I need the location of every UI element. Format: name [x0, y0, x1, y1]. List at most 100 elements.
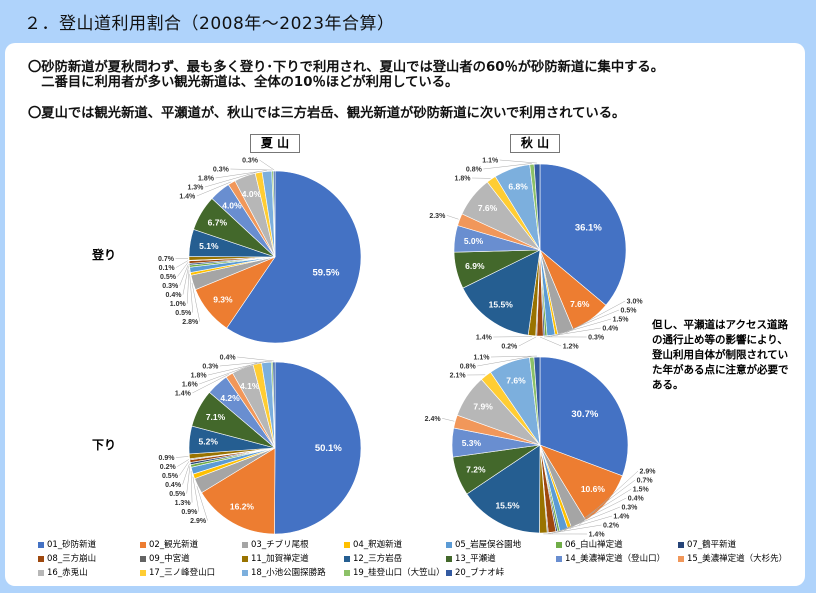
pie-4: 30.7% 10.6% 15.5% 7.2% 5.3% 7.9% 7.6% 1.1% 0.8% 2… — [425, 355, 657, 539]
data-label: 1.5% — [633, 487, 650, 494]
leader-line — [556, 506, 621, 533]
legend-label: 01_砂防新道 — [47, 540, 97, 550]
legend-item: 04_釈迦新道 — [344, 540, 402, 550]
legend-swatch — [38, 570, 44, 576]
summer-header: 夏 山 — [250, 134, 300, 153]
data-label: 1.4% — [589, 532, 606, 539]
data-label: 1.8% — [455, 176, 472, 183]
data-label: 50.1% — [315, 443, 342, 454]
leader-line — [208, 361, 267, 376]
legend-label: 07_鶴平新道 — [687, 540, 737, 550]
data-label: 9.3% — [213, 294, 233, 304]
legend-item: 14_美濃禅定道（登山口） — [556, 554, 665, 564]
data-label: 1.1% — [474, 355, 491, 362]
data-label: 6.7% — [208, 218, 228, 228]
legend-item: 15_美濃禅定道（大杉先） — [678, 554, 787, 564]
data-label: 0.3% — [588, 335, 605, 342]
note-1: 〇砂防新道が夏秋問わず、最も多く登り･下りで利用され、夏山では登山者の60％が砂… — [28, 60, 665, 75]
leader-line — [196, 486, 208, 521]
pie-slice — [201, 447, 276, 535]
data-label: 0.3% — [621, 505, 638, 512]
legend-swatch — [344, 570, 350, 576]
leader-line — [175, 260, 189, 268]
data-label: 0.8% — [466, 167, 483, 174]
legend-label: 09_中宮道 — [149, 554, 190, 564]
pie-slice — [462, 249, 541, 336]
data-label: 2.9% — [190, 518, 207, 525]
leader-line — [182, 463, 190, 485]
legend-label: 11_加賀禅定道 — [251, 554, 309, 564]
legend-swatch — [344, 556, 350, 562]
leader-line — [230, 168, 273, 171]
pie-slice — [466, 444, 541, 534]
pie-slice — [272, 361, 276, 449]
data-label: 0.3% — [213, 167, 230, 174]
leader-line — [177, 459, 189, 467]
legend-label: 19_桂登山口（大笠山） — [353, 568, 445, 578]
pie-slice — [539, 356, 629, 477]
data-label: 1.8% — [191, 373, 208, 380]
data-label: 4.0% — [242, 189, 262, 199]
leader-line — [490, 355, 537, 358]
legend-swatch — [242, 556, 248, 562]
legend-item: 12_三方岩岳 — [344, 554, 402, 564]
data-label: 0.4% — [166, 292, 183, 299]
legend-swatch — [242, 570, 248, 576]
data-label: 0.9% — [181, 509, 198, 516]
legend-label: 17_三ノ峰登山口 — [149, 568, 216, 578]
data-label: 7.6% — [506, 376, 526, 386]
leader-line — [259, 159, 275, 171]
data-label: 0.7% — [158, 256, 175, 263]
data-label: 0.5% — [169, 491, 186, 498]
data-label: 4.2% — [220, 393, 240, 403]
legend-item: 05_岩屋俣谷園地 — [446, 540, 521, 550]
legend-item: 11_加賀禅定道 — [242, 554, 309, 564]
legend-swatch — [344, 542, 350, 548]
legend-swatch — [556, 542, 562, 548]
data-label: 0.4% — [628, 496, 645, 503]
leader-line — [545, 327, 601, 338]
legend-swatch — [678, 542, 684, 548]
legend-label: 12_三方岩岳 — [353, 554, 403, 564]
data-label: 2.3% — [429, 213, 446, 220]
leader-line — [551, 318, 612, 337]
legend-item: 07_鶴平新道 — [678, 540, 736, 550]
data-label: 1.4% — [179, 194, 196, 201]
legend-label: 20_ブナオ峠 — [455, 568, 505, 578]
pie-slice — [226, 170, 362, 344]
data-label: 0.4% — [602, 326, 619, 333]
data-label: 4.0% — [222, 201, 242, 211]
note-2: 二番目に利用者が多い観光新道は、全体の10％ほどが利用している。 — [28, 75, 459, 90]
legend-swatch — [556, 556, 562, 562]
leader-line — [499, 159, 538, 164]
legend-item: 19_桂登山口（大笠山） — [344, 568, 445, 578]
data-label: 0.3% — [162, 283, 179, 290]
pie-slice — [273, 170, 276, 258]
data-label: 7.1% — [206, 412, 226, 422]
legend-label: 15_美濃禅定道（大杉先） — [687, 554, 788, 564]
legend-item: 02_観光新道 — [140, 540, 198, 550]
leader-line — [442, 418, 455, 422]
leader-line — [547, 524, 602, 534]
pie-slice — [533, 356, 541, 446]
leader-line — [237, 356, 274, 362]
legend-item: 01_砂防新道 — [38, 540, 96, 550]
pie-1: 59.5% 9.3% 5.1% 6.7% 4.0%4.0% 0.3% 0.3% 1.8% 1.3… — [158, 158, 362, 344]
leader-line — [446, 215, 459, 220]
leader-line — [190, 470, 193, 503]
data-label: 6.8% — [508, 182, 528, 192]
legend-swatch — [140, 556, 146, 562]
data-label: 2.1% — [450, 373, 467, 380]
legend-swatch — [446, 570, 452, 576]
legend-item: 06_白山禅定道 — [556, 540, 623, 550]
legend-label: 06_白山禅定道 — [565, 540, 623, 550]
data-label: 16.2% — [230, 501, 255, 511]
pie-slice — [539, 163, 627, 306]
pie-slice — [533, 163, 541, 251]
legend-label: 02_観光新道 — [149, 540, 199, 550]
data-label: 1.1% — [482, 158, 499, 165]
data-label: 1.3% — [175, 500, 192, 507]
leader-line — [189, 274, 194, 313]
legend-label: 14_美濃禅定道（登山口） — [565, 554, 666, 564]
data-label: 1.4% — [476, 335, 493, 342]
